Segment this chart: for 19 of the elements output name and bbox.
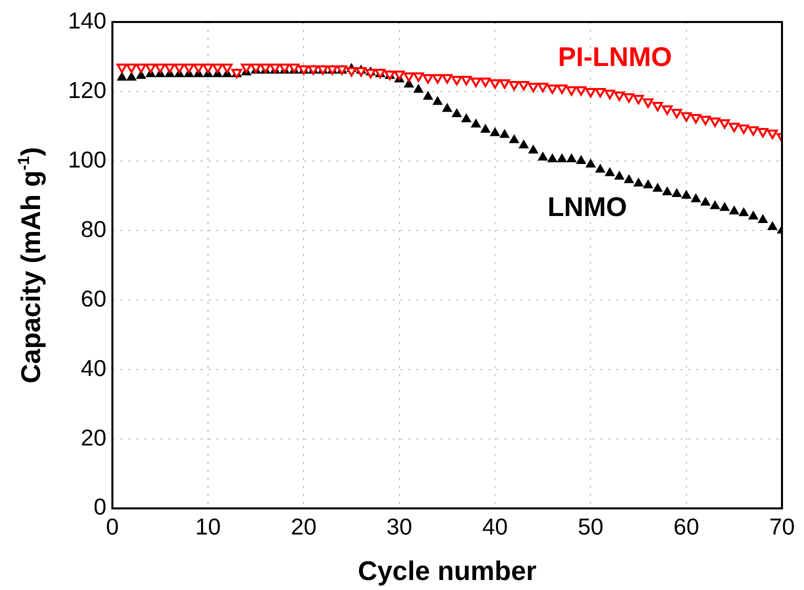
y-tick-label: 100 (68, 146, 106, 172)
x-tick-label: 60 (674, 514, 700, 540)
x-tick-label: 40 (482, 514, 508, 540)
y-tick-label: 80 (80, 216, 106, 242)
x-tick-label: 70 (769, 514, 795, 540)
y-tick-label: 20 (80, 424, 106, 450)
y-axis-title: Capacity (mAh g-1) (15, 146, 46, 384)
series-label: PI-LNMO (558, 42, 672, 72)
y-tick-label: 60 (80, 285, 106, 312)
x-tick-label: 30 (386, 514, 412, 540)
y-tick-label: 40 (80, 354, 106, 381)
series-label: LNMO (548, 192, 627, 222)
x-tick-label: 10 (195, 514, 221, 540)
x-tick-label: 20 (290, 514, 316, 540)
x-axis-title: Cycle number (358, 556, 537, 586)
y-tick-label: 0 (94, 494, 106, 520)
y-tick-label: 140 (68, 7, 106, 34)
x-tick-label: 50 (578, 514, 604, 540)
y-tick-label: 120 (68, 76, 106, 103)
